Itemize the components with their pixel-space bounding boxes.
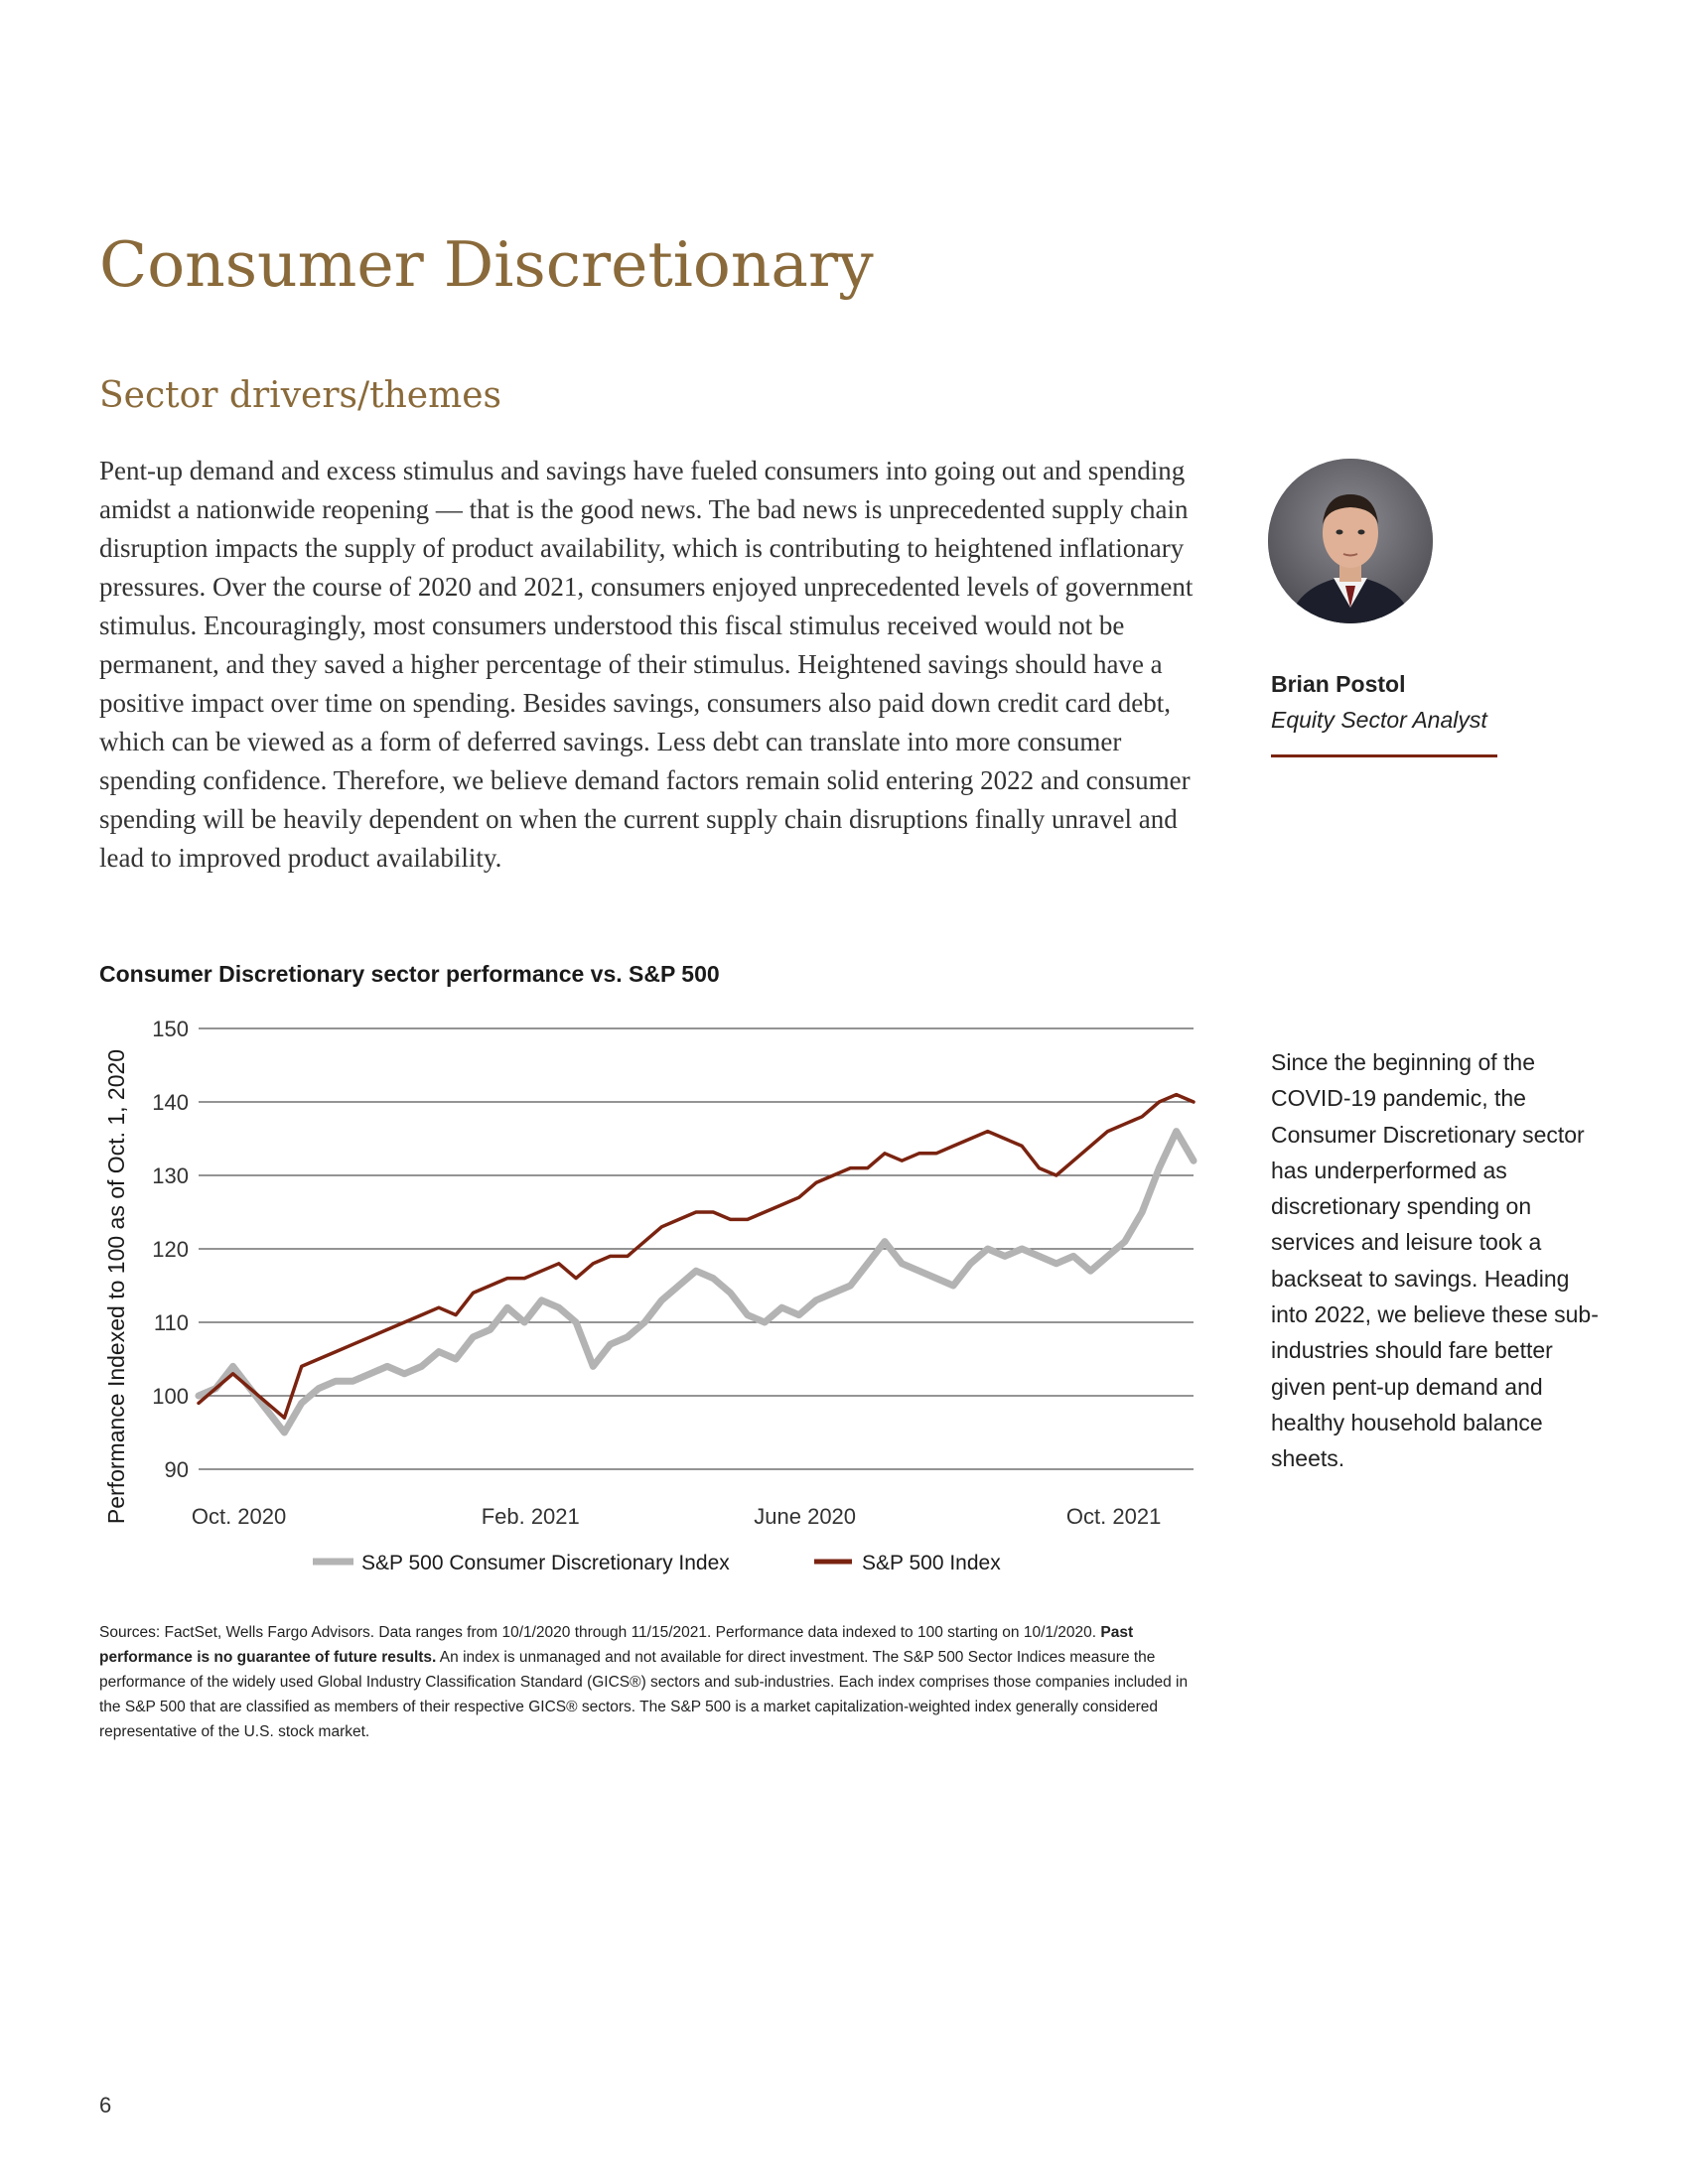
legend-label-sp500: S&P 500 Index — [862, 1552, 1001, 1574]
analyst-name: Brian Postol — [1271, 671, 1406, 697]
x-tick-label: Oct. 2021 — [1066, 1504, 1161, 1529]
body-paragraph: Pent-up demand and excess stimulus and s… — [99, 456, 1194, 873]
y-tick-label: 90 — [165, 1457, 189, 1482]
series-line-consumer-disc — [195, 1128, 1197, 1436]
legend-label-consumer-disc: S&P 500 Consumer Discretionary Index — [361, 1552, 730, 1574]
x-tick-label: Oct. 2020 — [192, 1504, 286, 1529]
y-tick-label: 130 — [152, 1163, 189, 1188]
y-tick-label: 140 — [152, 1090, 189, 1115]
sidebar-note: Since the beginning of the COVID-19 pand… — [1271, 1049, 1599, 1472]
page-number: 6 — [99, 2093, 112, 2117]
y-tick-label: 100 — [152, 1384, 189, 1409]
sources-disclaimer: Past performance is no guarantee of futu… — [99, 1624, 1134, 1666]
sources-footnote: Sources: FactSet, Wells Fargo Advisors. … — [99, 1620, 1211, 1744]
series-line-sp500 — [197, 1092, 1196, 1420]
y-tick-label: 150 — [152, 1017, 189, 1041]
sources-line: Sources: FactSet, Wells Fargo Advisors. … — [99, 1624, 1097, 1641]
y-axis-label: Performance Indexed to 100 as of Oct. 1,… — [103, 1049, 129, 1524]
chart-title: Consumer Discretionary sector performanc… — [99, 961, 720, 987]
analyst-divider — [1271, 754, 1497, 757]
x-tick-label: Feb. 2021 — [482, 1504, 580, 1529]
section-title: Sector drivers/themes — [99, 375, 502, 416]
performance-chart: 90 100 110 120 130 140 150 Oct. 2020 Feb. 2021 Ju… — [103, 1017, 1197, 1574]
page-title: Consumer Discretionary — [99, 228, 874, 301]
analyst-role: Equity Sector Analyst — [1271, 707, 1487, 733]
x-tick-label: June 2020 — [754, 1504, 856, 1529]
y-tick-label: 120 — [152, 1237, 189, 1262]
y-tick-label: 110 — [154, 1310, 189, 1335]
analyst-photo — [1268, 459, 1433, 623]
sources-rest: An index is unmanaged and not available … — [99, 1649, 1189, 1740]
